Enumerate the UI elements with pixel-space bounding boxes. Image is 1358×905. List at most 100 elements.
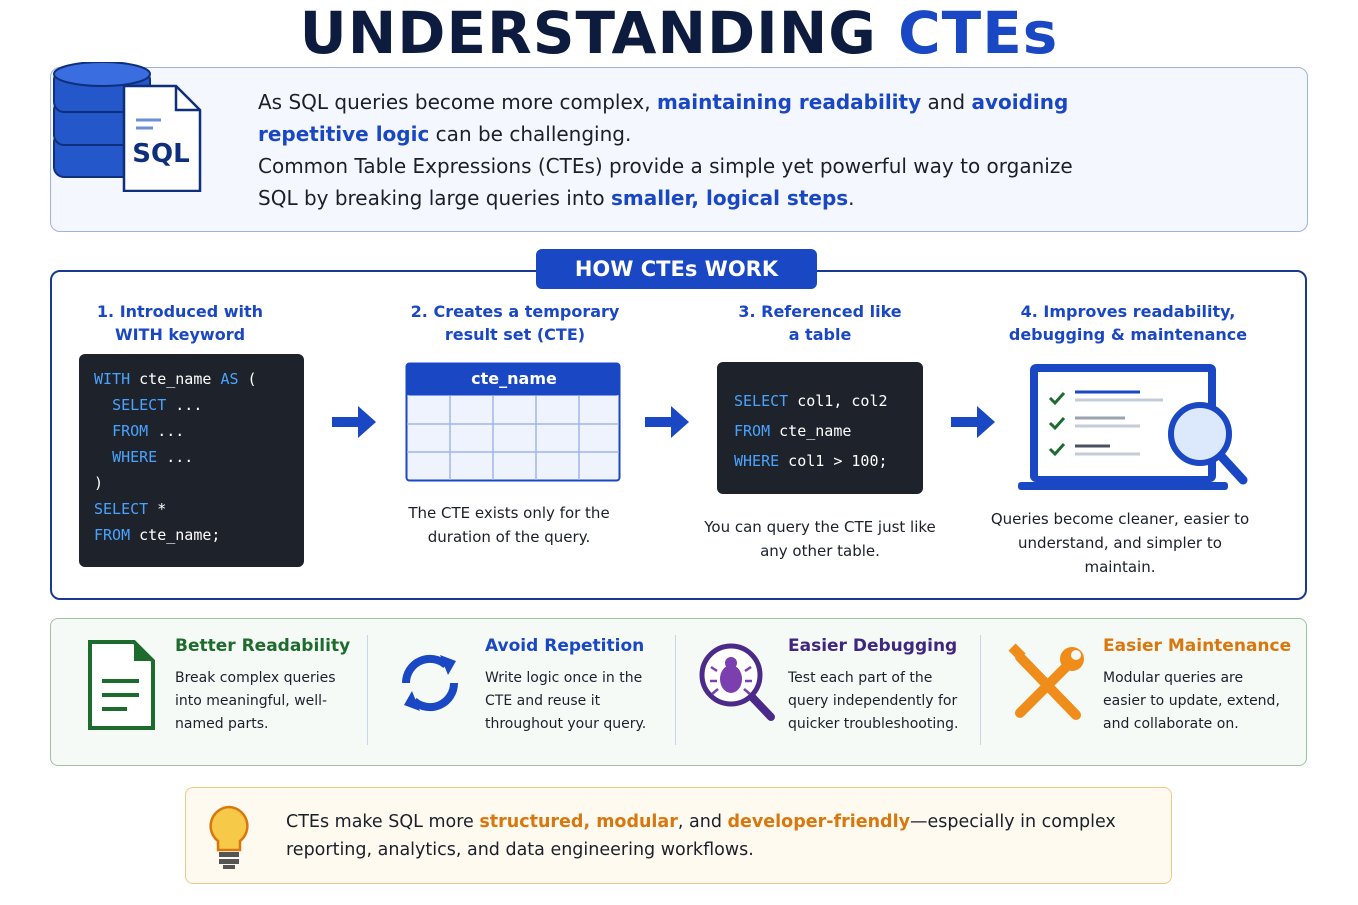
- text-run: .: [848, 186, 855, 210]
- text-run: can be challenging.: [429, 122, 632, 146]
- table-name: cte_name: [471, 369, 557, 388]
- highlight: FROM: [94, 526, 131, 544]
- text-run: [94, 448, 112, 466]
- intro-paragraph: As SQL queries become more complex, main…: [258, 86, 1118, 150]
- heading-line: result set (CTE): [444, 325, 586, 344]
- benefit-text: Modular queries are easier to update, ex…: [1103, 670, 1280, 732]
- code-line: FROM ...: [94, 418, 289, 444]
- step-caption: The CTE exists only for the duration of …: [408, 504, 610, 546]
- intro-text: As SQL queries become more complex, main…: [258, 86, 1118, 214]
- highlight: FROM: [734, 422, 771, 440]
- code-line: WITH cte_name AS (: [94, 366, 289, 392]
- text-run: , and: [677, 812, 728, 832]
- benefit-text: Test each part of the query independentl…: [788, 670, 959, 732]
- intro-paragraph: Common Table Expressions (CTEs) provide …: [258, 150, 1118, 214]
- benefit-text: Write logic once in the CTE and reuse it…: [485, 670, 647, 732]
- text-run: CTEs make SQL more: [286, 812, 480, 832]
- step-heading: 4. Improves readability, debugging & main…: [988, 300, 1268, 346]
- benefit-text: Break complex queries into meaningful, w…: [175, 670, 336, 732]
- step-caption: You can query the CTE just like any othe…: [704, 518, 936, 560]
- bug-icon: [699, 643, 775, 721]
- doc-icon: [88, 640, 155, 730]
- divider: [675, 635, 676, 745]
- benefit-title: Better Readability: [175, 636, 351, 656]
- text-run: As SQL queries become more complex,: [258, 90, 657, 114]
- text-run: Common Table Expressions (CTEs) provide …: [258, 154, 1073, 210]
- icon-label: SQL: [132, 139, 189, 169]
- highlight: WHERE: [734, 452, 780, 470]
- heading-line: 1. Introduced with: [96, 302, 264, 321]
- highlight: WITH: [94, 370, 131, 388]
- heading-line: debugging & maintenance: [1008, 325, 1248, 344]
- arrow: [645, 406, 689, 438]
- title: UNDERSTANDING CTEs: [0, 0, 1358, 66]
- cycle-icon: [401, 654, 459, 712]
- benefit-title: Easier Debugging: [788, 636, 958, 656]
- highlight: SELECT: [734, 392, 789, 410]
- code-line: SELECT *: [94, 496, 289, 522]
- tools-icon: [1008, 643, 1084, 720]
- text-run: ): [94, 474, 104, 492]
- code-line: FROM cte_name: [734, 416, 906, 446]
- text-run: cte_name: [770, 422, 852, 440]
- code-line: FROM cte_name;: [94, 522, 289, 548]
- laptop-icon: [1018, 364, 1248, 490]
- text-run: ...: [148, 422, 185, 440]
- highlight: FROM: [112, 422, 149, 440]
- divider: [367, 635, 368, 745]
- heading-line: 3. Referenced like: [738, 302, 902, 321]
- heading-line: a table: [788, 325, 852, 344]
- code-block: SELECT col1, col2 FROM cte_name WHERE col1…: [717, 362, 923, 494]
- section-badge: HOW CTEs WORK: [536, 249, 817, 289]
- text-run: cte_name: [130, 370, 221, 388]
- text-run: [94, 422, 112, 440]
- heading-line: WITH keyword: [114, 325, 246, 344]
- text-run: cte_name;: [130, 526, 221, 544]
- text-run: —especially in complex reporting, analyt…: [286, 812, 1116, 860]
- code-line: SELECT col1, col2: [734, 386, 906, 416]
- divider: [980, 635, 981, 745]
- highlight: SELECT: [94, 500, 149, 518]
- highlight: developer-friendly: [727, 812, 911, 832]
- benefits-box: [50, 618, 1307, 766]
- footer-text: CTEs make SQL more structured, modular, …: [286, 808, 1156, 864]
- benefit-title: Easier Maintenance: [1103, 636, 1292, 656]
- text-run: ...: [166, 396, 203, 414]
- footer-box: CTEs make SQL more structured, modular, …: [185, 787, 1172, 884]
- title-accent: CTEs: [898, 0, 1059, 67]
- sql-icon: SQL: [53, 62, 202, 192]
- arrow: [332, 406, 376, 438]
- highlight: SELECT: [112, 396, 167, 414]
- text-run: and: [921, 90, 972, 114]
- text-run: col1, col2: [788, 392, 888, 410]
- intro-box: SQL As SQL queries become more complex, …: [50, 62, 1308, 232]
- highlight: AS: [220, 370, 239, 388]
- heading-line: 2. Creates a temporary: [410, 302, 620, 321]
- benefit-title: Avoid Repetition: [485, 636, 645, 656]
- highlight: avoiding repetitive logic: [258, 90, 1069, 146]
- highlight: smaller, logical steps: [610, 186, 849, 210]
- text-run: [94, 396, 112, 414]
- step-caption: Queries become cleaner, easier to unders…: [990, 510, 1250, 576]
- code-line: WHERE ...: [94, 444, 289, 470]
- bulb-icon: [209, 805, 249, 869]
- code-block: WITH cte_name AS ( SELECT ... FROM ... W…: [79, 354, 304, 567]
- arrow: [951, 406, 995, 438]
- highlight: WHERE: [112, 448, 158, 466]
- text-run: *: [148, 500, 167, 518]
- code-line: SELECT ...: [94, 392, 289, 418]
- text-run: col1 > 100;: [779, 452, 888, 470]
- step-heading: 3. Referenced like a table: [680, 300, 960, 346]
- step-heading: 1. Introduced with WITH keyword: [40, 300, 320, 346]
- heading-line: 4. Improves readability,: [1020, 302, 1236, 321]
- code-line: ): [94, 470, 289, 496]
- code-line: WHERE col1 > 100;: [734, 446, 906, 476]
- highlight: maintaining readability: [656, 90, 922, 114]
- text-run: (: [238, 370, 257, 388]
- title-main: UNDERSTANDING: [299, 0, 877, 67]
- highlight: structured, modular: [479, 812, 678, 832]
- step-heading: 2. Creates a temporary result set (CTE): [375, 300, 655, 346]
- cte-table: cte_name: [405, 362, 621, 482]
- text-run: ...: [157, 448, 194, 466]
